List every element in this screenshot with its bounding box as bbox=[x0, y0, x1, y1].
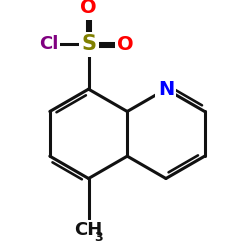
Text: S: S bbox=[81, 34, 96, 54]
Text: N: N bbox=[158, 80, 174, 99]
Text: O: O bbox=[117, 35, 134, 54]
Text: CH: CH bbox=[74, 221, 103, 239]
Text: Cl: Cl bbox=[39, 36, 58, 54]
Text: 3: 3 bbox=[94, 231, 103, 244]
Text: O: O bbox=[80, 0, 97, 17]
